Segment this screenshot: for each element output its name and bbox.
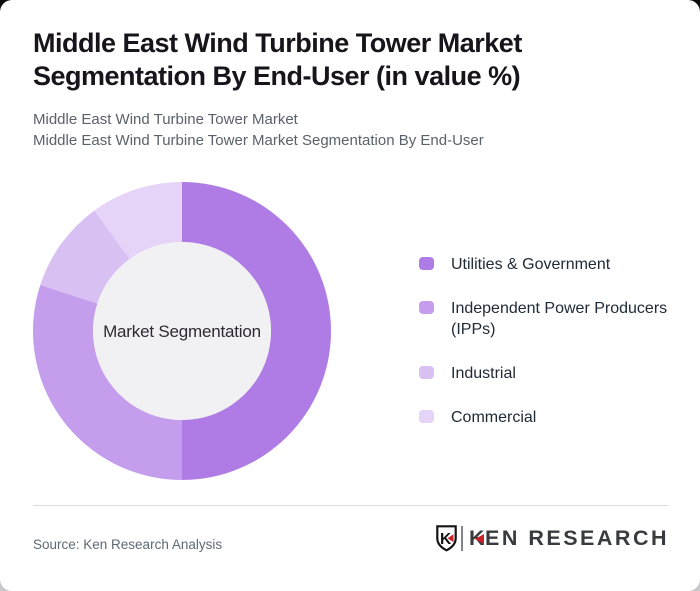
- source-text: Source: Ken Research Analysis: [33, 537, 223, 552]
- badge-red-triangle-icon: [447, 534, 454, 543]
- legend-item-industrial: Industrial: [419, 363, 681, 384]
- logo-wordmark: K EN RESEARCH: [469, 526, 669, 551]
- legend-label: Independent Power Producers (IPPs): [451, 300, 668, 338]
- subtitle-block: Middle East Wind Turbine Tower Market Mi…: [33, 109, 484, 151]
- legend-label: Utilities & Government: [451, 256, 611, 273]
- legend-swatch-icon: [419, 366, 434, 379]
- badge-letter: K: [440, 531, 452, 548]
- ken-research-shield-icon: K: [436, 525, 457, 552]
- red-triangle-icon: [475, 534, 484, 544]
- legend-item-utilities-government: Utilities & Government: [419, 254, 681, 275]
- donut-slice-independent-power-producers-ipps: [33, 284, 182, 480]
- ken-research-logo: K K EN RESEARCH: [436, 525, 669, 552]
- footer-divider: [33, 505, 668, 506]
- donut-hole: [93, 242, 271, 420]
- legend-label: Industrial: [451, 365, 516, 382]
- donut-slice-utilities-government: [182, 182, 331, 480]
- legend-swatch-icon: [419, 257, 434, 270]
- donut-slice-industrial: [40, 210, 130, 304]
- donut-chart: [33, 182, 331, 480]
- legend-label: Commercial: [451, 409, 537, 426]
- logo-wordmark-rest: EN RESEARCH: [485, 526, 669, 550]
- subtitle-line-1: Middle East Wind Turbine Tower Market: [33, 111, 298, 128]
- legend-swatch-icon: [419, 301, 434, 314]
- page-title: Middle East Wind Turbine Tower Market Se…: [33, 28, 522, 91]
- legend-item-independent-power-producers-ipps: Independent Power Producers (IPPs): [419, 298, 681, 340]
- donut-slice-commercial: [94, 182, 182, 259]
- legend-swatch-icon: [419, 410, 434, 423]
- donut-center-label: Market Segmentation: [103, 322, 261, 341]
- legend-item-commercial: Commercial: [419, 407, 681, 428]
- chart-legend: Utilities & Government Independent Power …: [419, 254, 681, 428]
- logo-divider-bar: [460, 526, 463, 551]
- subtitle-line-2: Middle East Wind Turbine Tower Market Se…: [33, 132, 484, 149]
